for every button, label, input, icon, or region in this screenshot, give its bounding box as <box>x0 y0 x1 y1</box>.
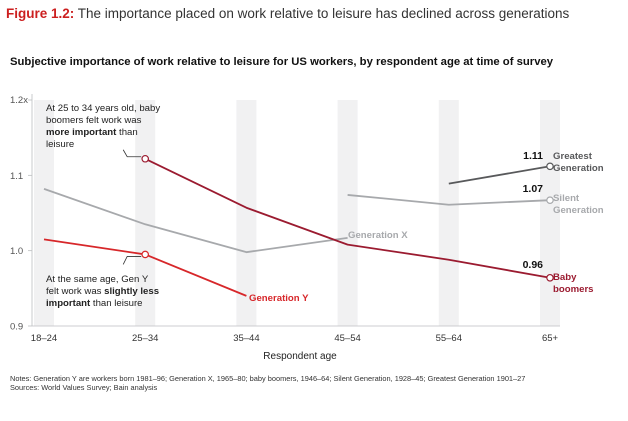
x-tick-label: 55–64 <box>436 333 462 344</box>
x-tick-label: 18–24 <box>31 333 57 344</box>
series-line-greatest-generation <box>448 165 551 185</box>
boomers-annotation-bold: more important <box>46 127 117 138</box>
category-band <box>236 100 257 326</box>
x-tick-label: 35–44 <box>233 333 259 344</box>
series-line-silent-generation <box>347 194 551 206</box>
point-baby-boomers-65 <box>546 273 554 282</box>
gen-y-annotation-text2: than leisure <box>90 298 143 309</box>
figure-number: Figure 1.2: <box>6 6 75 21</box>
sources-line: Sources: World Values Survey; Bain analy… <box>10 383 158 393</box>
line-chart: 0.9 1.0 1.1 1.2x 18–24 25–34 35–44 45–54 55–64 65… <box>10 94 604 362</box>
boomers-callout-line <box>122 149 142 158</box>
series-label-generation-x: Generation X <box>348 230 408 241</box>
y-tick-label: 1.2x <box>10 95 28 106</box>
gen-y-annotation: At the same age, Gen Y felt work was sli… <box>46 274 162 310</box>
category-band <box>438 100 459 326</box>
point-greatest-generation-65 <box>546 162 554 171</box>
y-tick-label: 1.0 <box>10 246 23 257</box>
gen-y-annotation-bold: slightly less important <box>46 286 160 309</box>
point-silent-generation-65 <box>546 196 554 204</box>
series-label-generation-y: Generation Y <box>249 293 309 304</box>
gen-y-callout-line <box>122 256 142 265</box>
category-band <box>337 100 358 326</box>
chart-notes: Notes: Generation Y are workers born 198… <box>10 374 525 393</box>
boomers-annotation-text1: At 25 to 34 years old, baby boomers felt… <box>46 103 161 126</box>
figure-title: Figure 1.2: The importance placed on wor… <box>6 6 569 21</box>
category-band <box>540 100 560 326</box>
category-band <box>34 100 54 326</box>
point-baby-boomers-25-34 <box>141 154 150 163</box>
boomers-annotation: At 25 to 34 years old, baby boomers felt… <box>46 103 166 151</box>
series-label-baby-boomers: Baby boomers <box>553 272 594 295</box>
y-tick-label: 1.1 <box>10 171 23 182</box>
x-tick-label: 45–54 <box>334 333 360 344</box>
x-tick-label: 65+ <box>542 333 559 344</box>
data-label-silent-generation: 1.07 <box>523 183 544 195</box>
x-tick-label: 25–34 <box>132 333 158 344</box>
series-label-silent-generation: Silent Generation <box>553 193 604 216</box>
boomers-annotation-text2: than leisure <box>46 127 138 150</box>
chart-title: Subjective importance of work relative t… <box>10 56 554 68</box>
data-label-greatest-generation: 1.11 <box>523 150 543 162</box>
series-label-greatest-generation: Greatest Generation <box>553 151 604 174</box>
data-label-baby-boomers: 0.96 <box>523 259 544 271</box>
y-tick-label: 0.9 <box>10 322 23 333</box>
x-axis-label: Respondent age <box>263 351 337 362</box>
figure-title-text: The importance placed on work relative t… <box>77 6 570 21</box>
gen-y-annotation-text1: At the same age, Gen Y felt work was <box>46 274 149 297</box>
series-line-baby-boomers <box>144 157 551 279</box>
notes-line: Notes: Generation Y are workers born 198… <box>10 374 526 383</box>
point-generation-y-25-34 <box>141 250 150 259</box>
series-line-generation-x <box>43 188 348 254</box>
